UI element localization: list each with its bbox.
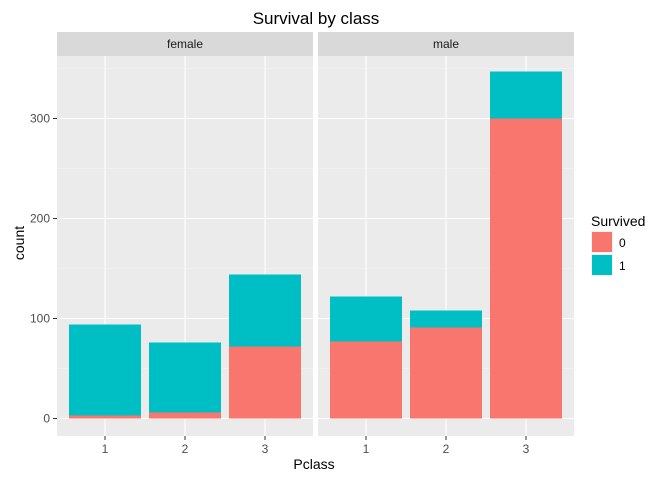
y-axis-title: count <box>11 226 27 260</box>
bar-male-pclass2-survived1 <box>410 310 482 328</box>
y-tick-label: 300 <box>30 112 50 126</box>
y-tick-label: 0 <box>43 412 50 426</box>
legend: Survived 0 1 <box>591 213 645 276</box>
bar-female-pclass2-survived0 <box>149 412 221 419</box>
bar-female-pclass2-survived1 <box>149 342 221 413</box>
bar-female-pclass1-survived1 <box>69 324 141 416</box>
facet-strip <box>57 32 313 56</box>
x-tick-label: 1 <box>102 442 109 456</box>
x-tick-label: 3 <box>262 442 269 456</box>
facet-panels: female male <box>57 32 574 436</box>
legend-key-1 <box>592 255 612 275</box>
legend-title: Survived <box>591 213 645 229</box>
legend-label-1: 1 <box>619 259 626 273</box>
x-tick-label: 1 <box>363 442 370 456</box>
bar-female-pclass3-survived1 <box>229 274 301 347</box>
legend-label-0: 0 <box>619 236 626 250</box>
x-axis-title: Pclass <box>293 456 334 472</box>
facet-strip <box>318 32 574 56</box>
y-axis: 0 100 200 300 <box>30 112 57 426</box>
bar-male-pclass1-survived1 <box>330 296 402 342</box>
bar-male-pclass3-survived1 <box>490 71 562 119</box>
bar-male-pclass2-survived0 <box>410 327 482 419</box>
chart-title: Survival by class <box>253 9 380 28</box>
bar-male-pclass1-survived0 <box>330 341 402 419</box>
y-tick-label: 200 <box>30 212 50 226</box>
bars <box>330 71 562 419</box>
x-axis: 1 2 3 1 2 3 <box>102 436 530 456</box>
facet-panel-male: male <box>318 32 574 436</box>
bar-female-pclass3-survived0 <box>229 346 301 419</box>
legend-key-0 <box>592 232 612 252</box>
y-tick-label: 100 <box>30 312 50 326</box>
bars <box>69 274 301 419</box>
x-tick-label: 2 <box>182 442 189 456</box>
x-tick-label: 2 <box>443 442 450 456</box>
x-tick-label: 3 <box>523 442 530 456</box>
bar-male-pclass3-survived0 <box>490 118 562 419</box>
facet-panel-female: female <box>57 32 313 436</box>
bar-female-pclass1-survived0 <box>69 415 141 419</box>
facet-strip-label: male <box>433 37 459 51</box>
facet-strip-label: female <box>167 37 203 51</box>
